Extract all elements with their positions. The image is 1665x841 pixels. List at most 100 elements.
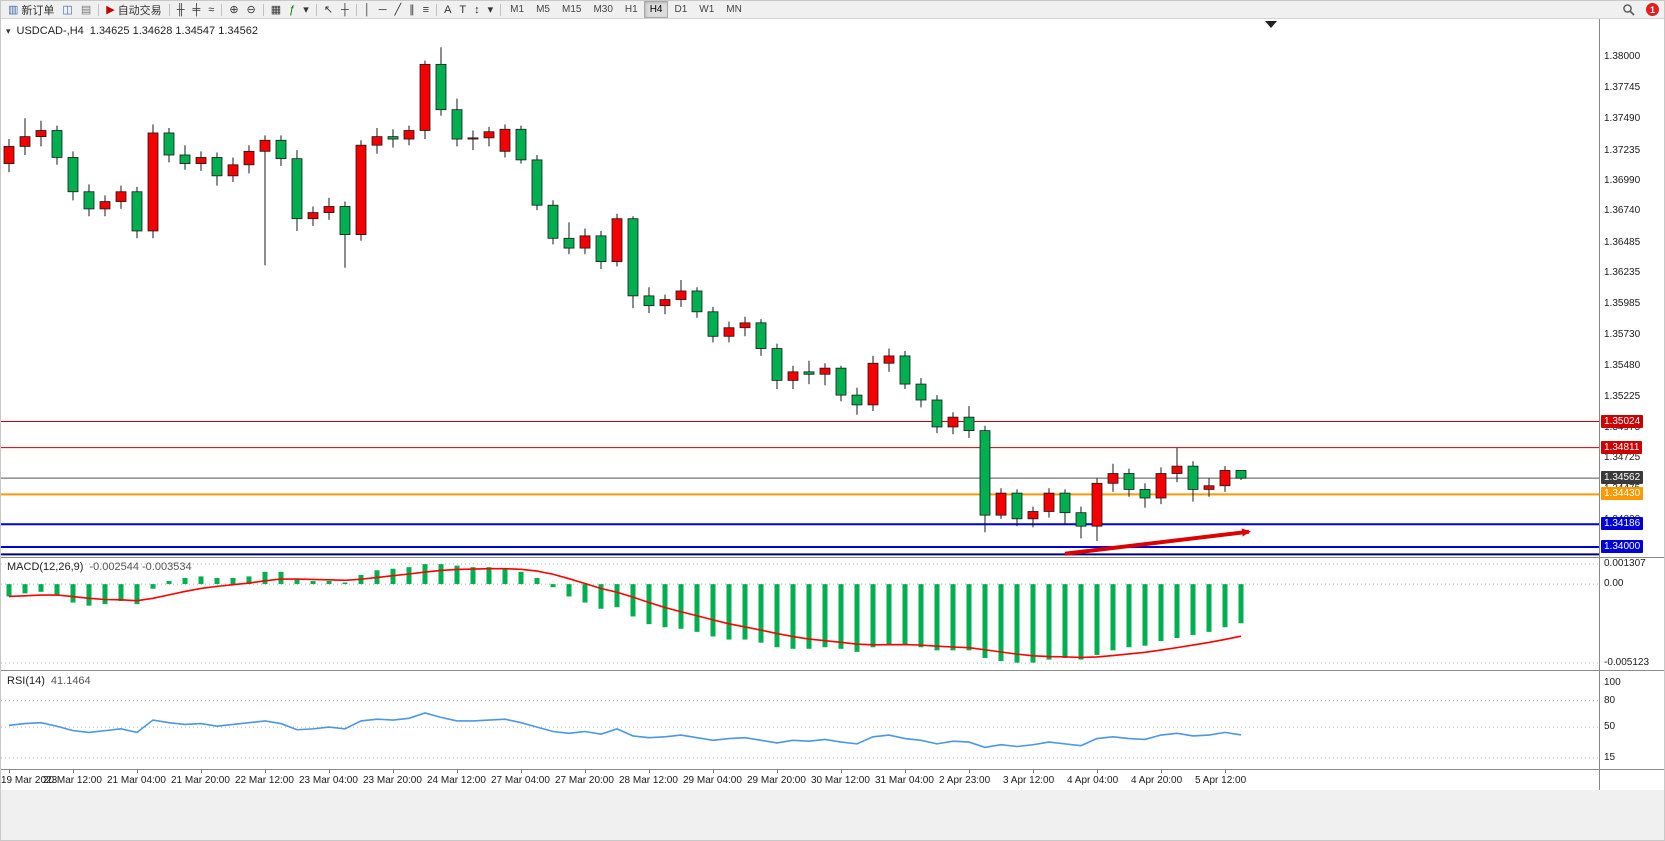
rsi-value-text: 41.1464 xyxy=(50,675,91,687)
trend-arrow-annotation[interactable] xyxy=(1064,528,1251,556)
zoom-out-icon: ⊖ xyxy=(246,3,256,16)
chart-window[interactable]: ▾ USDCAD-,H4 1.34625 1.34628 1.34547 1.3… xyxy=(1,19,1664,790)
vertical-line-icon: │ xyxy=(363,3,371,16)
fibonacci-icon[interactable]: ≡ xyxy=(419,1,433,19)
time-axis-label: 3 Apr 12:00 xyxy=(1003,775,1055,786)
candlestick-chart-icon: ╪ xyxy=(192,3,201,16)
axis-label: 1.35480 xyxy=(1604,359,1641,371)
time-axis-label: 24 Mar 12:00 xyxy=(427,775,486,786)
chart-dropdown-icon[interactable]: ▾ xyxy=(6,25,11,36)
zoom-out-icon[interactable]: ⊖ xyxy=(243,1,260,19)
channel-icon[interactable]: ∥ xyxy=(405,1,419,19)
indicators-icon: ƒ xyxy=(289,3,296,16)
timeframe-button-H1[interactable]: H1 xyxy=(624,4,638,15)
time-axis-label: 27 Mar 04:00 xyxy=(491,775,550,786)
timeframe-button-M1[interactable]: M1 xyxy=(510,4,525,15)
price-chart[interactable] xyxy=(1,19,1599,557)
time-axis-tick xyxy=(841,770,842,773)
cursor-icon[interactable]: ↖ xyxy=(320,1,337,19)
timeframe-button-H4[interactable]: H4 xyxy=(643,1,669,18)
axis-label: 15 xyxy=(1604,751,1616,763)
notification-badge[interactable]: 1 xyxy=(1646,3,1659,16)
indicators-icon[interactable]: ƒ xyxy=(285,1,299,19)
time-axis-tick xyxy=(9,770,10,773)
chart-title: ▾ USDCAD-,H4 1.34625 1.34628 1.34547 1.3… xyxy=(6,25,258,37)
time-axis-label: 19 Mar 2023 xyxy=(1,775,58,786)
time-axis-tick xyxy=(73,770,74,773)
time-axis-label: 23 Mar 04:00 xyxy=(299,775,358,786)
time-axis-tick xyxy=(329,770,330,773)
time-axis-tick xyxy=(1225,770,1226,773)
timeframe-button-M5[interactable]: M5 xyxy=(536,4,550,15)
chart-window-icon[interactable]: ◫ xyxy=(58,1,76,19)
panel-separator[interactable] xyxy=(1,557,1664,558)
axis-label: 1.38000 xyxy=(1604,51,1641,62)
time-axis-tick xyxy=(393,770,394,773)
crosshair-icon[interactable]: ┼ xyxy=(337,1,353,19)
candlestick-chart-icon[interactable]: ╪ xyxy=(188,1,204,19)
rsi-chart[interactable] xyxy=(1,671,1599,769)
horizontal-line-icon[interactable]: ─ xyxy=(375,1,391,19)
axis-label: 1.35985 xyxy=(1604,297,1641,309)
indicators-dropdown-icon[interactable]: ▾ xyxy=(299,1,313,19)
toolbar-left-group: ▥ 新订单 ◫ ▤ ▶ 自动交易 ╫ ╪ ≈ ⊕ ⊖ ▦ ƒ ▾ ↖ ┼ │ ─ ╱ ∥ ≡ A T ↕ ▾ xyxy=(4,1,504,19)
time-axis-tick xyxy=(777,770,778,773)
timeframe-button-M15[interactable]: M15 xyxy=(561,4,582,15)
tile-windows-icon[interactable]: ▦ xyxy=(267,1,285,19)
time-axis[interactable]: 19 Mar 2023 20 Mar 12:00 21 Mar 04:00 21 Ma… xyxy=(1,770,1599,790)
axis-label: 0.001307 xyxy=(1604,558,1646,569)
zoom-in-icon[interactable]: ⊕ xyxy=(225,1,242,19)
time-axis-label: 20 Mar 12:00 xyxy=(43,775,102,786)
time-axis-label: 21 Mar 20:00 xyxy=(171,775,230,786)
axis-label: 0.00 xyxy=(1604,578,1624,590)
rsi-name: RSI(14) xyxy=(7,675,45,687)
panel-separator[interactable] xyxy=(1,769,1664,770)
toolbar-separator xyxy=(500,3,502,16)
time-axis-tick xyxy=(713,770,714,773)
time-axis-tick xyxy=(649,770,650,773)
axis-label: 1.34725 xyxy=(1604,452,1641,464)
search-button[interactable] xyxy=(1618,1,1639,19)
auto-trading-button[interactable]: ▶ 自动交易 xyxy=(102,1,165,19)
macd-values-text: -0.002544 -0.003534 xyxy=(89,561,192,573)
time-axis-label: 5 Apr 12:00 xyxy=(1195,775,1247,786)
indicators-dropdown-icon: ▾ xyxy=(303,3,309,16)
profiles-icon[interactable]: ▤ xyxy=(77,1,95,19)
time-axis-label: 30 Mar 12:00 xyxy=(811,775,870,786)
toolbar-right-group: 1 xyxy=(1618,1,1663,19)
timeframe-button-M30[interactable]: M30 xyxy=(593,4,613,15)
price-line-label: 1.35024 xyxy=(1601,414,1644,428)
macd-chart[interactable] xyxy=(1,558,1599,670)
toolbar-separator xyxy=(262,3,264,16)
timeframe-button-D1[interactable]: D1 xyxy=(674,4,688,15)
time-axis-label: 28 Mar 12:00 xyxy=(619,775,678,786)
chart-plot-area[interactable]: ▾ USDCAD-,H4 1.34625 1.34628 1.34547 1.3… xyxy=(1,19,1599,790)
timeframe-button-W1[interactable]: W1 xyxy=(699,4,715,15)
auto-trading-icon: ▶ xyxy=(106,3,115,16)
text-label-icon[interactable]: T xyxy=(455,1,470,19)
timeframe-button-MN[interactable]: MN xyxy=(726,4,742,15)
time-axis-tick xyxy=(457,770,458,773)
vertical-line-icon[interactable]: │ xyxy=(360,1,375,19)
chart-shift-marker[interactable] xyxy=(1265,21,1277,28)
time-axis-tick xyxy=(1097,770,1098,773)
axis-label: 1.35225 xyxy=(1604,390,1641,402)
line-chart-icon[interactable]: ≈ xyxy=(204,1,218,19)
bar-chart-icon[interactable]: ╫ xyxy=(173,1,189,19)
text-icon[interactable]: A xyxy=(440,1,455,19)
search-icon xyxy=(1623,4,1635,16)
arrows-tool-icon[interactable]: ↕ xyxy=(470,1,484,19)
toolbar-separator xyxy=(315,3,317,16)
trendline-icon[interactable]: ╱ xyxy=(391,1,406,19)
axis-label: 1.36740 xyxy=(1604,205,1641,217)
arrows-dropdown-icon: ▾ xyxy=(487,3,494,16)
chart-window-icon: ◫ xyxy=(62,3,73,16)
new-order-button[interactable]: ▥ 新订单 xyxy=(4,1,58,19)
time-axis-label: 29 Mar 20:00 xyxy=(747,775,806,786)
toolbar-separator xyxy=(221,3,223,16)
toolbar-separator xyxy=(168,3,170,16)
panel-separator[interactable] xyxy=(1,670,1664,671)
arrows-dropdown-icon[interactable]: ▾ xyxy=(484,1,498,19)
price-axis[interactable]: 1.38000 1.37745 1.37490 1.37235 1.36990 1.367… xyxy=(1599,19,1664,790)
